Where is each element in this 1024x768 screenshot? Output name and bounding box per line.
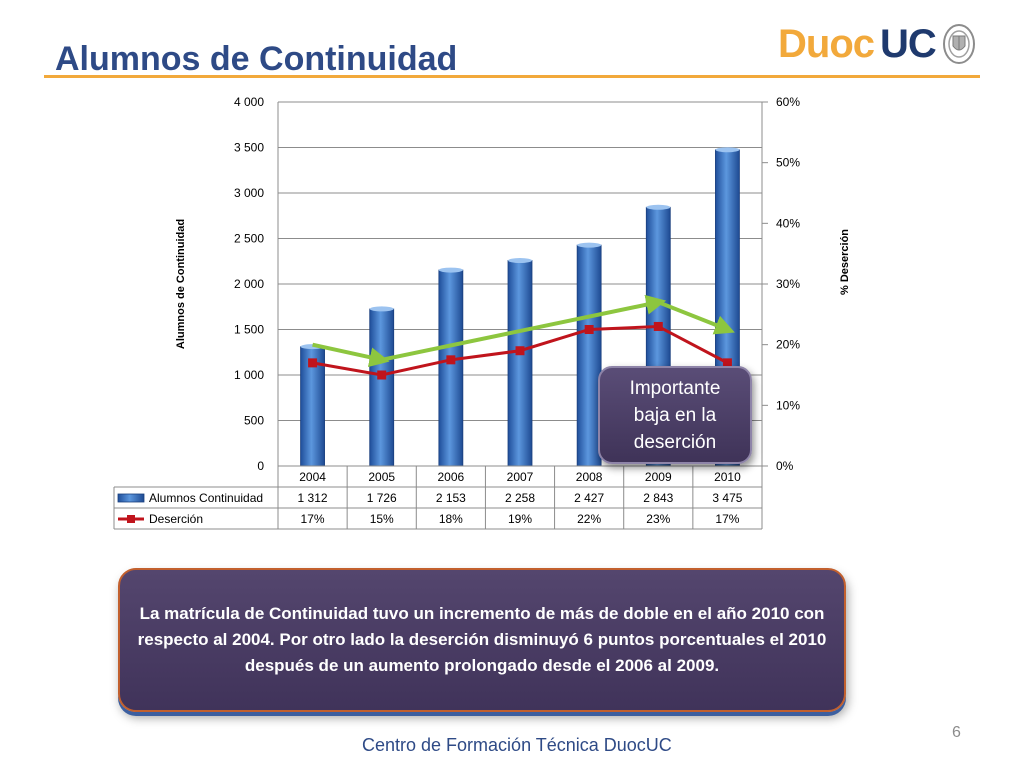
desercion-point-2007 xyxy=(515,346,525,356)
legend-key-bar xyxy=(117,493,145,503)
data-table: 2004 2005 2006 2007 2008 2009 2010 Alumnos Cont… xyxy=(113,466,763,530)
table-cell-desercion: 22% xyxy=(577,512,601,526)
duocuc-logo: Duoc UC xyxy=(778,20,976,68)
bar-2006 xyxy=(438,269,464,467)
summary-box: La matrícula de Continuidad tuvo un incr… xyxy=(118,568,846,712)
x-category-label: 2005 xyxy=(368,470,395,484)
bar-top-2009 xyxy=(646,204,671,210)
bar-2008 xyxy=(576,244,602,467)
enrollment-dropout-chart: 0 500 1 000 1 500 2 000 2 500 3 000 3 500 4 000 0… xyxy=(113,95,851,530)
x-category-label: 2006 xyxy=(438,470,465,484)
bar-top-2006 xyxy=(438,267,463,273)
callout-text: Importante baja en la deserción xyxy=(629,377,721,453)
table-cell-desercion: 19% xyxy=(508,512,532,526)
bar-2007 xyxy=(507,260,533,467)
table-cell-alumnos: 2 258 xyxy=(505,491,535,505)
table-cell-desercion: 17% xyxy=(301,512,325,526)
trend-arrow-2 xyxy=(657,300,735,335)
table-cell-alumnos: 1 312 xyxy=(298,491,328,505)
x-category-label: 2004 xyxy=(299,470,326,484)
page-title: Alumnos de Continuidad xyxy=(55,40,458,78)
bar-top-2007 xyxy=(508,258,532,264)
table-cell-alumnos: 2 843 xyxy=(643,491,673,505)
desercion-point-2010 xyxy=(722,358,732,368)
y-tick-label: 4 000 xyxy=(234,95,264,109)
desercion-point-2009 xyxy=(653,321,663,331)
y2-tick-label: 0% xyxy=(776,459,794,473)
legend-label-desercion: Deserción xyxy=(149,512,203,526)
desercion-point-2006 xyxy=(446,355,456,365)
y2-tick-label: 60% xyxy=(776,95,800,109)
y-tick-label: 0 xyxy=(257,459,264,473)
line-series xyxy=(308,321,732,380)
table-cell-desercion: 17% xyxy=(715,512,739,526)
y2-tick-label: 10% xyxy=(776,398,800,412)
trend-arrow-0 xyxy=(312,342,390,368)
table-cell-alumnos: 3 475 xyxy=(712,491,742,505)
y2-tick-label: 40% xyxy=(776,216,800,230)
bar-top-2010 xyxy=(715,147,740,153)
y-tick-label: 2 500 xyxy=(234,232,264,246)
y-tick-label: 3 500 xyxy=(234,141,264,155)
title-underline xyxy=(44,75,980,78)
y-tick-label: 1 000 xyxy=(234,368,264,382)
page-number: 6 xyxy=(952,724,961,741)
legend-key-marker xyxy=(127,515,135,523)
desercion-point-2008 xyxy=(584,325,594,334)
y-tick-label: 1 500 xyxy=(234,323,264,337)
y-tick-label: 500 xyxy=(244,414,264,428)
y-tick-label: 3 000 xyxy=(234,186,264,200)
y2-tick-label: 50% xyxy=(776,156,800,170)
table-cell-desercion: 23% xyxy=(646,512,670,526)
table-cell-alumnos: 1 726 xyxy=(367,491,397,505)
summary-text: La matrícula de Continuidad tuvo un incr… xyxy=(137,604,827,675)
chart-axes: 0 500 1 000 1 500 2 000 2 500 3 000 3 500 4 000 0… xyxy=(175,95,851,473)
dropout-callout: Importante baja en la deserción xyxy=(598,366,752,464)
x-category-label: 2010 xyxy=(714,470,741,484)
y-axis-label: Alumnos de Continuidad xyxy=(175,219,187,349)
table-cell-desercion: 18% xyxy=(439,512,463,526)
y2-tick-label: 20% xyxy=(776,338,800,352)
trend-arrow-1 xyxy=(381,294,667,362)
bar-2005 xyxy=(369,308,395,467)
desercion-point-2004 xyxy=(308,358,318,368)
y2-tick-label: 30% xyxy=(776,277,800,291)
x-category-label: 2008 xyxy=(576,470,603,484)
desercion-point-2005 xyxy=(377,370,387,380)
table-cell-desercion: 15% xyxy=(370,512,394,526)
logo-text-duoc: Duoc xyxy=(778,21,875,66)
table-cell-alumnos: 2 427 xyxy=(574,491,604,505)
legend-label-alumnos: Alumnos Continuidad xyxy=(149,491,263,505)
table-cell-alumnos: 2 153 xyxy=(436,491,466,505)
university-seal-icon xyxy=(942,24,975,64)
x-category-label: 2007 xyxy=(507,470,534,484)
bar-top-2005 xyxy=(369,306,394,312)
trend-arrows xyxy=(312,294,735,368)
bar-top-2008 xyxy=(577,242,602,248)
footer-text: Centro de Formación Técnica DuocUC xyxy=(362,735,672,755)
y2-axis-label: % Deserción xyxy=(839,229,851,295)
x-category-label: 2009 xyxy=(645,470,672,484)
logo-text-uc: UC xyxy=(880,21,937,66)
y-tick-label: 2 000 xyxy=(234,277,264,291)
